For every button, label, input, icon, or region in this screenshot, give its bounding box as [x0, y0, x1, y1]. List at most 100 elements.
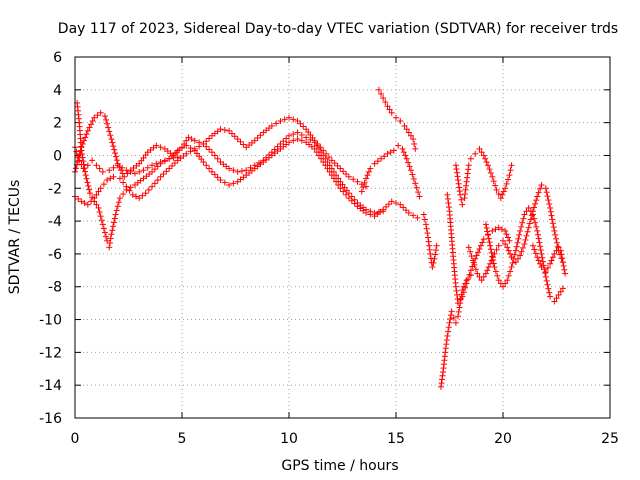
data-point: [472, 266, 479, 273]
data-point: [425, 238, 432, 245]
data-point: [517, 227, 524, 234]
data-point: [480, 152, 487, 159]
data-point: [558, 251, 565, 258]
data-point: [397, 117, 404, 124]
data-point: [311, 145, 318, 152]
data-point: [333, 178, 340, 185]
data-point: [112, 153, 119, 160]
data-point: [504, 176, 511, 183]
data-point: [442, 345, 449, 352]
data-point: [399, 145, 406, 152]
data-point: [445, 324, 452, 331]
data-point: [535, 189, 542, 196]
data-point: [367, 211, 374, 218]
y-tick-label: -4: [48, 214, 62, 230]
data-point: [367, 165, 374, 172]
data-point: [460, 283, 467, 290]
data-point: [294, 136, 301, 143]
data-point: [454, 296, 461, 303]
y-tick-label: -16: [39, 411, 62, 427]
data-point: [485, 235, 492, 242]
data-point: [371, 160, 378, 167]
data-point: [402, 152, 409, 159]
data-point: [480, 236, 487, 243]
data-point: [191, 137, 198, 144]
data-point: [429, 264, 436, 271]
x-tick-label: 20: [494, 431, 512, 447]
data-point: [414, 214, 421, 221]
data-point: [110, 173, 117, 180]
data-point: [107, 175, 114, 182]
data-point: [465, 162, 472, 169]
data-point: [505, 272, 512, 279]
data-point: [337, 165, 344, 172]
series-sat-i: [444, 191, 513, 307]
x-tick-label: 0: [71, 431, 80, 447]
data-point: [76, 157, 83, 164]
data-point: [546, 201, 553, 208]
data-point: [108, 231, 115, 238]
data-point: [546, 289, 553, 296]
data-point: [512, 259, 519, 266]
data-point: [161, 157, 168, 164]
data-point: [537, 260, 544, 267]
data-point: [103, 233, 110, 240]
data-point: [106, 128, 113, 135]
data-point: [442, 349, 449, 356]
data-point: [487, 246, 494, 253]
data-point: [495, 277, 502, 284]
data-point: [328, 157, 335, 164]
data-point: [221, 127, 228, 134]
data-point: [163, 168, 170, 175]
data-point: [114, 162, 121, 169]
data-point: [497, 195, 504, 202]
y-tick-label: 2: [53, 116, 62, 132]
data-point: [294, 117, 301, 124]
series-sat-h: [437, 272, 474, 390]
data-point: [549, 220, 556, 227]
data-point: [517, 252, 524, 259]
data-point: [149, 162, 156, 169]
data-point: [78, 147, 85, 154]
data-point: [476, 245, 483, 252]
data-point: [547, 293, 554, 300]
data-point: [345, 195, 352, 202]
data-point: [467, 248, 474, 255]
data-point: [206, 165, 213, 172]
data-point: [326, 168, 333, 175]
data-point: [322, 162, 329, 169]
data-point: [407, 167, 414, 174]
data-point: [96, 165, 103, 172]
data-point: [423, 225, 430, 232]
data-point: [116, 195, 123, 202]
data-point: [422, 221, 429, 228]
data-point: [142, 190, 149, 197]
data-point: [513, 243, 520, 250]
data-point: [395, 142, 402, 149]
data-point: [343, 191, 350, 198]
data-point: [78, 198, 85, 205]
data-point: [286, 114, 292, 121]
data-point: [405, 129, 412, 136]
data-point: [106, 167, 113, 174]
data-point: [294, 129, 301, 136]
data-point: [453, 291, 460, 298]
data-point: [483, 159, 490, 166]
data-point: [311, 137, 318, 144]
data-point: [444, 191, 451, 198]
data-point: [519, 219, 526, 226]
data-point: [98, 217, 105, 224]
data-point: [559, 259, 566, 266]
data-point: [462, 284, 469, 291]
series-sat-c: [74, 99, 421, 251]
data-point: [410, 212, 417, 219]
data-point: [171, 150, 178, 157]
data-point: [350, 176, 357, 183]
data-point: [145, 186, 152, 193]
data-point: [283, 135, 290, 142]
data-point: [531, 215, 538, 222]
data-point: [107, 235, 114, 242]
data-point: [74, 158, 81, 165]
data-point: [555, 244, 562, 251]
